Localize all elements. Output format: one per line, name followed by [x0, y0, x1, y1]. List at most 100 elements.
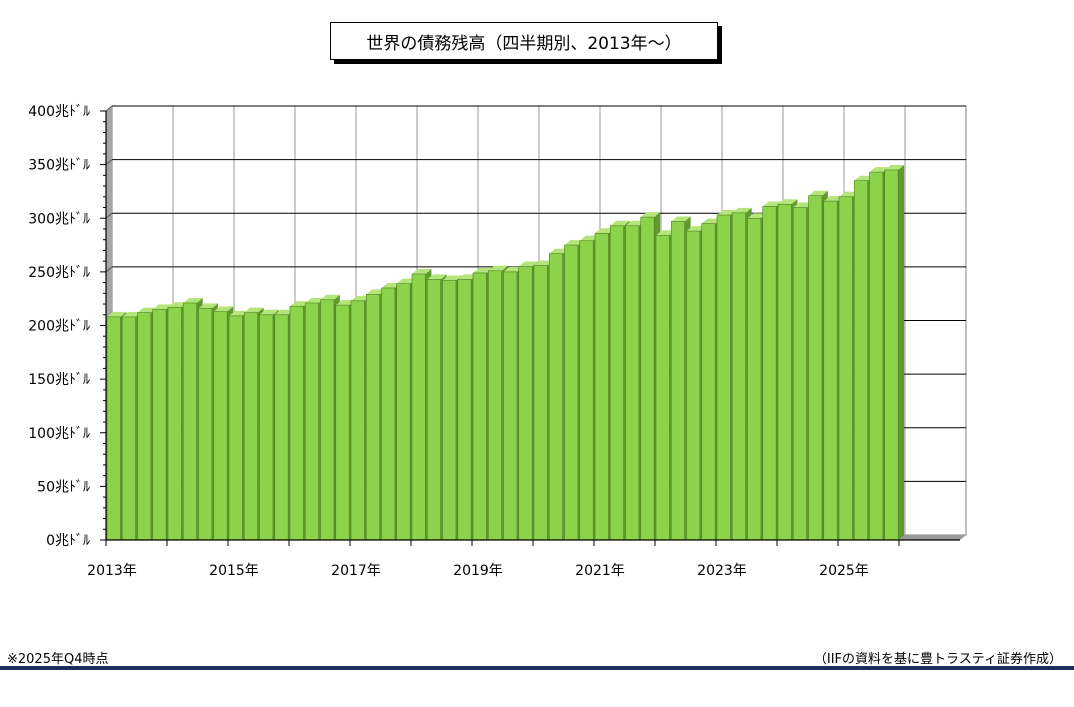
- bar-top: [808, 190, 828, 196]
- bar-top: [534, 260, 554, 266]
- y-tick-label: 400兆ﾄﾞﾙ: [28, 104, 90, 120]
- bar-front: [121, 316, 136, 541]
- bar-front: [259, 314, 274, 541]
- bar-top: [823, 196, 844, 202]
- bar-front: [228, 315, 243, 541]
- bar-front: [457, 279, 472, 541]
- bar-top: [762, 201, 783, 207]
- h-gridline-side: [105, 159, 113, 166]
- bar-front: [152, 309, 167, 541]
- bar-front: [686, 230, 701, 541]
- bar-front: [625, 225, 640, 541]
- bar-front: [381, 287, 396, 541]
- y-tick-label: 350兆ﾄﾞﾙ: [28, 158, 90, 174]
- bar-front: [716, 214, 731, 541]
- bar-front: [442, 280, 457, 541]
- bar-front: [823, 200, 838, 541]
- bar-top: [168, 302, 188, 308]
- bar-front: [167, 306, 182, 541]
- bar-top: [305, 297, 325, 303]
- bar-top: [381, 282, 401, 288]
- bar-top: [412, 269, 432, 275]
- bar-front: [609, 225, 624, 541]
- bar-front: [777, 204, 792, 541]
- source-note: （IIFの資料を基に豊トラスティ証券作成）: [813, 652, 1062, 667]
- y-tick-label: 200兆ﾄﾞﾙ: [28, 319, 90, 335]
- bar-front: [137, 312, 152, 541]
- bar-top: [152, 304, 173, 310]
- footnote: ※2025年Q4時点: [7, 652, 109, 667]
- h-gridline-side: [105, 212, 113, 219]
- chart-title-box: 世界の債務残高（四半期別、2013年～）: [330, 22, 718, 60]
- x-tick-label: 2015年: [209, 563, 259, 579]
- bar-front: [762, 206, 777, 541]
- bottom-rule: [0, 666, 1074, 670]
- bar-top: [701, 218, 722, 224]
- bar-top: [229, 310, 249, 316]
- bar-front: [320, 299, 335, 541]
- bar-top: [396, 278, 417, 284]
- bar-front: [869, 171, 884, 541]
- bar-top: [427, 274, 447, 280]
- x-tick-label: 2025年: [819, 563, 869, 579]
- bar-top: [183, 297, 203, 303]
- bar: [411, 269, 432, 541]
- bar-front: [335, 304, 350, 541]
- bar-top: [595, 228, 615, 234]
- bar-top: [793, 202, 813, 208]
- bar-front: [731, 212, 746, 541]
- bar-front: [747, 217, 762, 541]
- bar-front: [487, 270, 502, 541]
- bar-front: [350, 300, 365, 541]
- bar-front: [106, 316, 121, 541]
- bar: [884, 164, 905, 541]
- bar-top: [366, 289, 386, 295]
- bar-front: [838, 196, 853, 541]
- y-tick-label: 0兆ﾄﾞﾙ: [46, 533, 90, 549]
- bar-front: [396, 283, 411, 541]
- bar-top: [671, 216, 691, 222]
- bar-front: [472, 272, 487, 541]
- bar-front: [564, 244, 579, 541]
- bar-top: [442, 275, 462, 281]
- bar-top: [869, 167, 889, 173]
- bar-front: [701, 223, 716, 541]
- bar-top: [549, 248, 569, 254]
- bar-top: [244, 307, 264, 313]
- bar-front: [503, 271, 518, 541]
- bar-front: [808, 195, 823, 541]
- bar-top: [351, 295, 371, 301]
- bar-front: [243, 312, 258, 541]
- h-gridline-side: [105, 105, 113, 112]
- bar-top: [778, 199, 798, 205]
- bar-front: [411, 273, 426, 541]
- bar-top: [213, 306, 234, 312]
- bar-front: [884, 169, 899, 541]
- bar-top: [640, 212, 661, 218]
- bar-top: [610, 220, 630, 226]
- bar-top: [518, 261, 539, 267]
- bar-top: [564, 240, 584, 246]
- bar-front: [213, 311, 228, 541]
- bar-front: [640, 216, 655, 541]
- bar-top: [884, 164, 905, 170]
- y-tick-label: 50兆ﾄﾞﾙ: [37, 479, 90, 495]
- bar-top: [137, 307, 157, 313]
- bar-front: [792, 207, 807, 541]
- bar-top: [854, 175, 874, 181]
- bar-front: [289, 305, 304, 541]
- bar-side: [898, 164, 905, 541]
- bar-top: [335, 300, 356, 306]
- chart-title: 世界の債務残高（四半期別、2013年～）: [366, 33, 682, 54]
- bar-top: [320, 294, 340, 300]
- bar-top: [579, 235, 600, 241]
- bar-top: [122, 311, 142, 317]
- bar-front: [670, 221, 685, 541]
- bar-front: [274, 314, 289, 541]
- bar-top: [473, 267, 493, 273]
- x-tick-label: 2019年: [453, 563, 503, 579]
- bar-top: [259, 309, 279, 315]
- y-tick-label: 100兆ﾄﾞﾙ: [28, 426, 90, 442]
- bar-front: [365, 294, 380, 541]
- x-axis-labels: 2013年 2015年 2017年 2019年 2021年 2023年 2025年: [87, 563, 869, 579]
